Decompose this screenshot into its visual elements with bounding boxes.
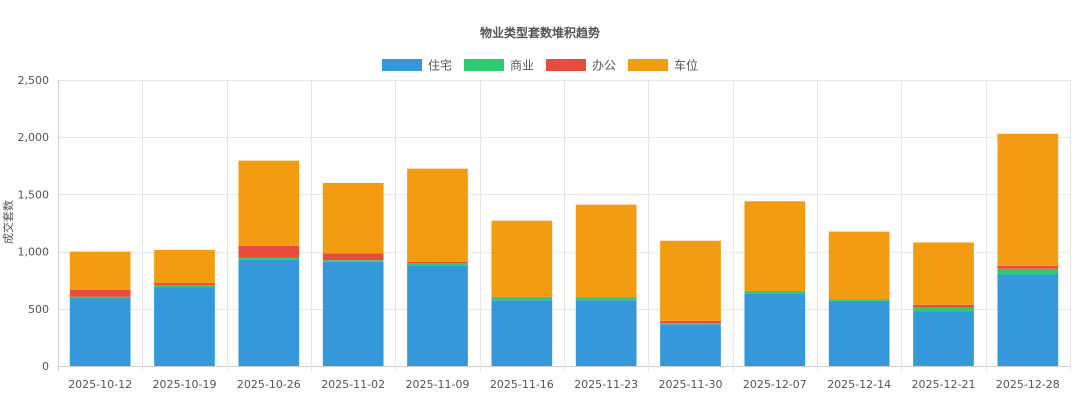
bar-segment[interactable] [491, 297, 553, 301]
bar-segment[interactable] [744, 201, 806, 292]
bar-segment[interactable] [491, 220, 553, 297]
bar-segment[interactable] [828, 299, 890, 300]
bar-segment[interactable] [913, 311, 974, 366]
bar-segment[interactable] [407, 263, 468, 266]
bar-segment[interactable] [660, 324, 721, 366]
bar-segment[interactable] [575, 300, 637, 366]
bar-segment[interactable] [407, 168, 468, 262]
grid [58, 80, 1071, 371]
bar-segment[interactable] [69, 251, 131, 290]
bar-segment[interactable] [407, 261, 468, 264]
bar-segment[interactable] [407, 265, 468, 366]
bar-segment[interactable] [238, 160, 300, 246]
bar-segment[interactable] [997, 133, 1059, 266]
bar-segment[interactable] [69, 298, 131, 366]
bar-segment[interactable] [660, 320, 721, 324]
y-axis-ticks: 0 500 1,000 1,500 2,000 2,500 [18, 74, 50, 373]
bar-segment[interactable] [491, 300, 553, 366]
y-tick-label: 1,500 [18, 188, 50, 201]
legend-item[interactable]: 车位 [628, 58, 698, 73]
bar-segment[interactable] [154, 285, 215, 288]
bar-segment[interactable] [997, 268, 1059, 275]
bar-segment[interactable] [828, 231, 890, 300]
bar-segment[interactable] [238, 245, 300, 258]
legend-item[interactable]: 办公 [546, 58, 616, 73]
chart-title: 物业类型套数堆积趋势 [480, 25, 600, 40]
bar-segment[interactable] [154, 287, 215, 366]
bar-segment[interactable] [913, 307, 974, 312]
x-tick-label: 2025-12-14 [827, 378, 891, 391]
legend-swatch [628, 59, 668, 71]
bar-segment[interactable] [828, 299, 890, 301]
x-tick-label: 2025-10-19 [153, 378, 217, 391]
bar-segment[interactable] [491, 296, 553, 298]
y-tick-label: 2,500 [18, 74, 50, 87]
x-tick-label: 2025-10-26 [237, 378, 301, 391]
bar-segment[interactable] [744, 291, 806, 292]
x-tick-label: 2025-10-12 [68, 378, 132, 391]
legend-item[interactable]: 商业 [464, 58, 534, 73]
x-tick-label: 2025-12-28 [996, 378, 1060, 391]
bar-segment[interactable] [154, 249, 215, 284]
legend-item[interactable]: 住宅 [382, 58, 452, 73]
legend-swatch [382, 59, 422, 71]
x-tick-label: 2025-11-30 [659, 378, 723, 391]
x-tick-label: 2025-11-09 [406, 378, 470, 391]
x-tick-label: 2025-11-02 [321, 378, 385, 391]
legend-label: 办公 [592, 58, 616, 73]
bar-segment[interactable] [575, 204, 637, 298]
bar-segment[interactable] [575, 297, 637, 298]
x-tick-label: 2025-12-07 [743, 378, 807, 391]
legend-swatch [464, 59, 504, 71]
bar-segment[interactable] [575, 297, 637, 301]
bar-segment[interactable] [322, 182, 384, 254]
bar-segment[interactable] [154, 283, 215, 286]
y-tick-label: 0 [42, 360, 49, 373]
x-tick-label: 2025-11-16 [490, 378, 554, 391]
y-tick-label: 500 [28, 303, 49, 316]
bar-segment[interactable] [69, 296, 131, 299]
y-axis-title: 成交套数 [1, 200, 15, 244]
bar-segment[interactable] [744, 291, 806, 294]
bar-segment[interactable] [322, 260, 384, 262]
legend: 住宅 商业 办公 车位 [382, 58, 698, 73]
bar-segment[interactable] [238, 259, 300, 366]
bar-segment[interactable] [913, 242, 974, 305]
bar-segment[interactable] [997, 265, 1059, 269]
bar-segment[interactable] [322, 253, 384, 261]
x-tick-label: 2025-12-21 [912, 378, 976, 391]
bar-segment[interactable] [828, 300, 890, 366]
legend-label: 住宅 [428, 58, 452, 73]
x-axis-ticks: 2025-10-12 2025-10-19 2025-10-26 2025-11-02… [68, 378, 1060, 391]
bar-segment[interactable] [913, 304, 974, 308]
bar-segment[interactable] [997, 274, 1059, 366]
legend-swatch [546, 59, 586, 71]
legend-label: 车位 [674, 58, 698, 73]
legend-label: 商业 [510, 58, 534, 73]
x-tick-label: 2025-11-23 [574, 378, 638, 391]
bar-segment[interactable] [69, 289, 131, 297]
bar-segment[interactable] [322, 261, 384, 366]
bar-segment[interactable] [744, 293, 806, 366]
bar-segment[interactable] [660, 240, 721, 321]
y-tick-label: 1,000 [18, 246, 50, 259]
bar-segment[interactable] [660, 323, 721, 325]
bar-segment[interactable] [238, 257, 300, 260]
y-tick-label: 2,000 [18, 131, 50, 144]
bars [69, 133, 1059, 366]
